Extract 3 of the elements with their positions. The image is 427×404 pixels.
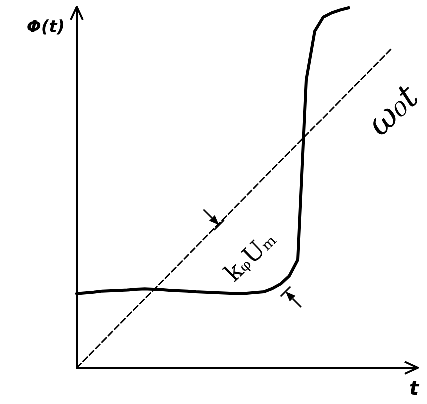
x-axis-title: t — [409, 376, 420, 400]
text: ω₀t — [359, 77, 427, 144]
y-axis-title: Φ(t) — [26, 18, 65, 38]
